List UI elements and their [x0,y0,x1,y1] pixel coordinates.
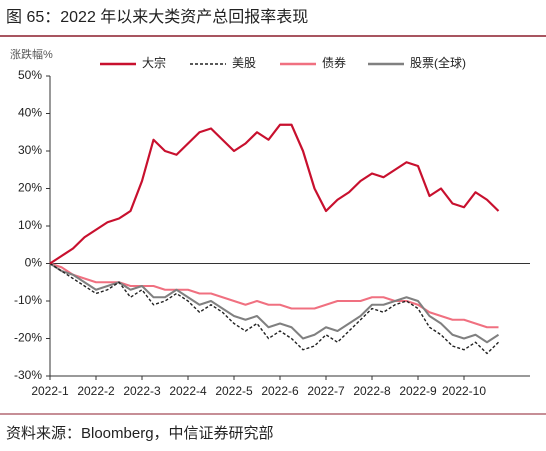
legend-label: 股票(全球) [410,55,466,70]
y-tick-label: 10% [18,218,42,232]
x-tick-label: 2022-8 [353,384,391,398]
y-tick-label: 30% [18,143,42,157]
legend-label: 债券 [322,55,346,70]
x-tick-label: 2022-1 [31,384,69,398]
x-tick-label: 2022-7 [307,384,345,398]
x-tick-label: 2022-2 [77,384,115,398]
x-tick-label: 2022-5 [215,384,253,398]
y-axis-label: 涨跌幅% [10,47,53,61]
y-tick-label: -30% [14,368,42,382]
series-line [49,262,499,355]
y-tick-label: -20% [14,331,42,345]
y-tick-label: -10% [14,293,42,307]
legend-label: 美股 [232,56,256,70]
series-line [49,123,500,265]
y-tick-label: 20% [18,181,42,195]
series-line [49,262,500,344]
source: 资料来源：Bloomberg，中信证券研究部 [6,425,274,442]
chart-title: 图 65：2022 年以来大类资产总回报率表现 [6,8,308,26]
y-tick-label: 40% [18,106,42,120]
y-tick-label: 0% [25,256,43,270]
y-tick-label: 50% [18,68,42,82]
x-tick-label: 2022-4 [169,384,207,398]
x-tick-label: 2022-6 [261,384,299,398]
x-tick-label: 2022-3 [123,384,161,398]
x-tick-label: 2022-10 [442,384,486,398]
legend-label: 大宗 [142,55,166,70]
x-tick-label: 2022-9 [399,384,437,398]
